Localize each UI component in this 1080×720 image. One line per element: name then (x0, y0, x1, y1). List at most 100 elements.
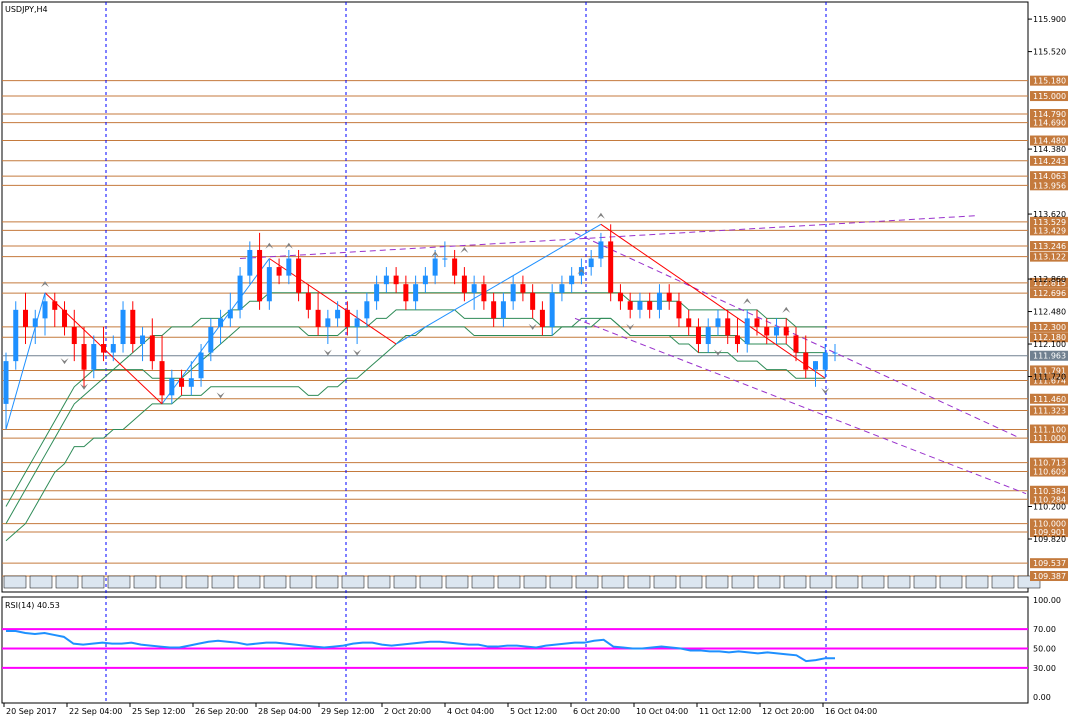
time-axis: 20 Sep 2017 22 Sep 04:00 25 Sep 12:00 26 Se… (3, 703, 877, 716)
candle-body[interactable] (62, 309, 68, 327)
candle-body[interactable] (52, 301, 58, 310)
candle-body[interactable] (705, 326, 711, 345)
candle-body[interactable] (315, 309, 321, 327)
candle-body[interactable] (773, 326, 779, 336)
candle-body[interactable] (179, 378, 185, 387)
candle-body[interactable] (393, 275, 399, 285)
candle-body[interactable] (91, 344, 97, 370)
candle-body[interactable] (822, 352, 828, 370)
candle-body[interactable] (130, 309, 136, 345)
candle-body[interactable] (198, 352, 204, 379)
candle-body[interactable] (257, 249, 263, 302)
candle-body[interactable] (461, 275, 467, 293)
candle-body[interactable] (598, 241, 604, 259)
candle-body[interactable] (559, 284, 565, 293)
candle-body[interactable] (159, 361, 165, 396)
candle-body[interactable] (218, 318, 224, 327)
candle-body[interactable] (695, 326, 701, 345)
candle-body[interactable] (803, 352, 809, 370)
candle-body[interactable] (666, 292, 672, 302)
candle-body[interactable] (364, 301, 370, 319)
candle-body[interactable] (442, 258, 448, 260)
candle-body[interactable] (754, 318, 760, 327)
candle-body[interactable] (510, 284, 516, 302)
candle-body[interactable] (549, 292, 555, 327)
candle-body[interactable] (588, 258, 594, 268)
candle-body[interactable] (296, 258, 302, 293)
candle-body[interactable] (344, 309, 350, 327)
candle-body[interactable] (335, 309, 341, 319)
candles[interactable] (3, 224, 838, 430)
candle-body[interactable] (325, 318, 331, 327)
candle-body[interactable] (764, 326, 770, 336)
candle-body[interactable] (812, 361, 818, 370)
candle-body[interactable] (374, 284, 380, 302)
candle-body[interactable] (744, 318, 750, 345)
candle-body[interactable] (383, 275, 389, 285)
candle-body[interactable] (637, 301, 643, 310)
candle-body[interactable] (832, 352, 838, 354)
candle-body[interactable] (110, 344, 116, 353)
candle-body[interactable] (71, 326, 77, 345)
candle-body[interactable] (3, 361, 9, 404)
candle-body[interactable] (725, 318, 731, 336)
rsi-label: RSI(14) 40.53 (5, 601, 60, 610)
candle-body[interactable] (422, 275, 428, 285)
candle-body[interactable] (481, 284, 487, 302)
candle-body[interactable] (617, 292, 623, 302)
candle-body[interactable] (432, 258, 438, 276)
level-value: 113.122 (1033, 253, 1066, 262)
candle-body[interactable] (120, 309, 126, 345)
candle-body[interactable] (276, 267, 282, 276)
candle-body[interactable] (23, 309, 29, 327)
level-value: 112.696 (1033, 289, 1066, 298)
candle-body[interactable] (149, 335, 155, 362)
candle-body[interactable] (208, 326, 214, 353)
candle-body[interactable] (656, 292, 662, 310)
candle-body[interactable] (81, 344, 87, 370)
candle-body[interactable] (286, 258, 292, 276)
candle-body[interactable] (452, 258, 458, 276)
candle-body[interactable] (403, 284, 409, 302)
rsi-panel[interactable] (1, 596, 1029, 704)
candle-body[interactable] (266, 267, 272, 302)
candle-body[interactable] (140, 335, 146, 345)
candle-body[interactable] (42, 301, 48, 319)
candle-body[interactable] (715, 318, 721, 327)
candle-body[interactable] (539, 309, 545, 327)
level-value: 114.690 (1033, 119, 1066, 128)
price-tick-label: 115.520 (1033, 48, 1066, 57)
candle-body[interactable] (520, 284, 526, 293)
candle-body[interactable] (734, 335, 740, 345)
candle-body[interactable] (491, 301, 497, 319)
candle-body[interactable] (237, 275, 243, 310)
level-value: 109.387 (1033, 572, 1066, 581)
candle-body[interactable] (686, 318, 692, 327)
price-tick-label: 112.480 (1033, 308, 1066, 317)
candle-body[interactable] (413, 284, 419, 302)
time-tick-label: 20 Sep 2017 (6, 707, 57, 716)
candle-body[interactable] (13, 309, 19, 362)
candle-body[interactable] (500, 301, 506, 319)
candle-body[interactable] (647, 301, 653, 310)
candle-body[interactable] (354, 318, 360, 327)
candle-body[interactable] (188, 378, 194, 387)
price-tick-label: 111.720 (1033, 373, 1066, 382)
candle-body[interactable] (305, 292, 311, 310)
candle-body[interactable] (783, 326, 789, 336)
candle-body[interactable] (227, 309, 233, 319)
candle-body[interactable] (247, 249, 253, 276)
candle-body[interactable] (101, 344, 107, 353)
candle-body[interactable] (569, 275, 575, 285)
candle-body[interactable] (471, 284, 477, 293)
horizontal-levels (2, 80, 1028, 577)
candle-body[interactable] (793, 335, 799, 353)
candle-body[interactable] (32, 318, 38, 327)
candle-body[interactable] (676, 301, 682, 319)
candle-body[interactable] (530, 292, 536, 310)
candle-body[interactable] (608, 241, 614, 293)
candle-body[interactable] (169, 378, 175, 396)
candle-body[interactable] (627, 301, 633, 310)
level-value: 115.000 (1033, 92, 1066, 101)
